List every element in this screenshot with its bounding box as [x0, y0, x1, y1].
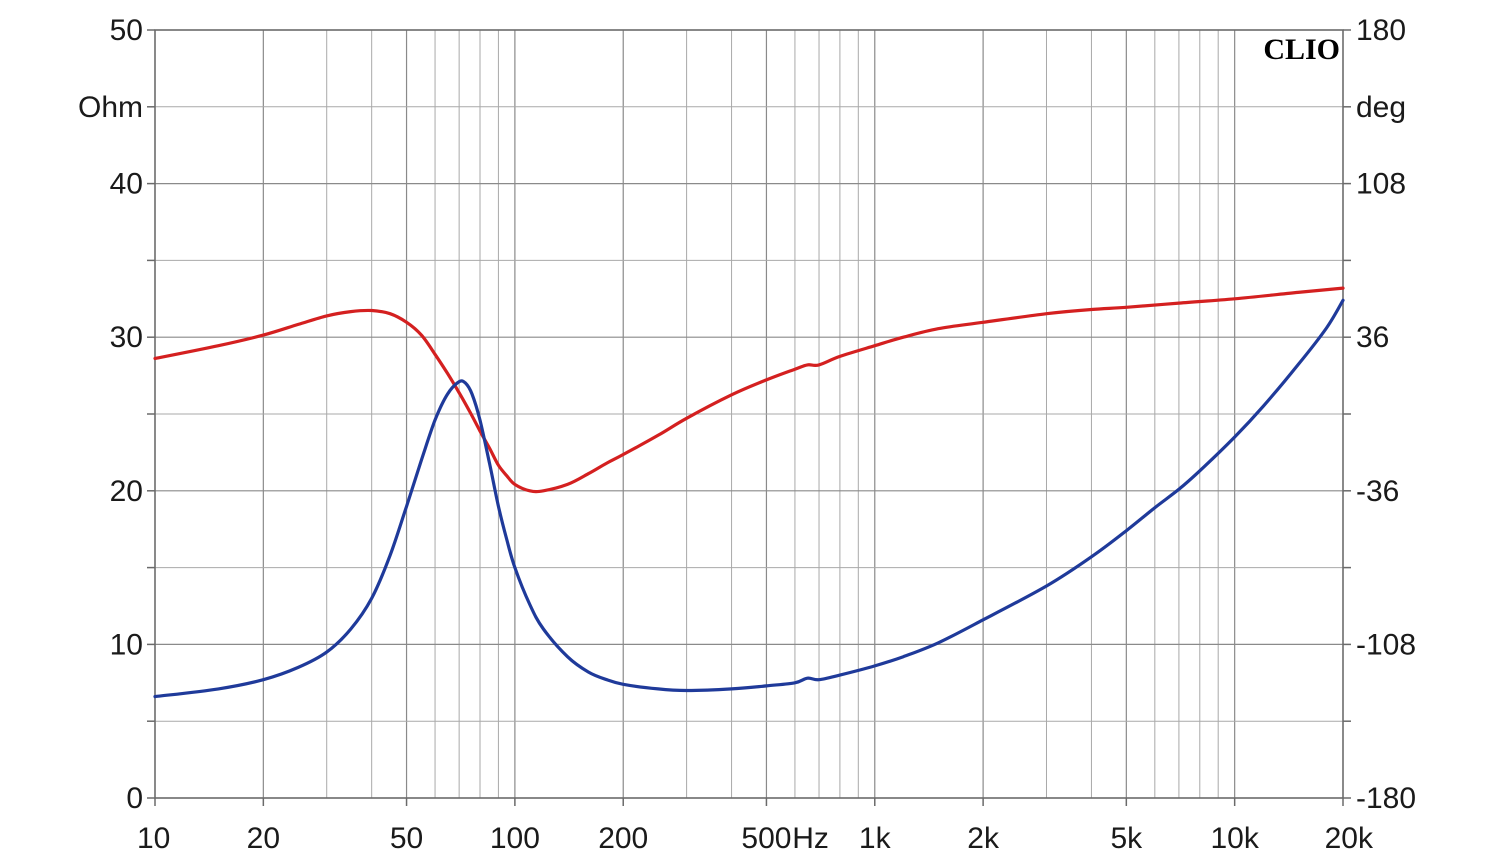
x-tick-label: 10: [137, 822, 170, 855]
right-y-tick-label: -108: [1356, 628, 1416, 661]
left-y-tick-label: 40: [110, 168, 143, 201]
x-tick-label: 2k: [967, 822, 1000, 855]
right-y-tick-label: 180: [1356, 14, 1406, 47]
left-y-tick-label: 30: [110, 321, 143, 354]
x-tick-label: 10k: [1210, 822, 1259, 855]
right-y-tick-label: 108: [1356, 168, 1406, 201]
x-tick-label: 100: [490, 822, 540, 855]
left-y-tick-label: 10: [110, 628, 143, 661]
left-y-tick-label: 50: [110, 14, 143, 47]
left-y-tick-label: 20: [110, 475, 143, 508]
x-axis-unit: Hz: [792, 822, 829, 855]
clio-watermark: CLIO: [1263, 33, 1340, 66]
x-tick-label: 1k: [859, 822, 892, 855]
x-tick-label: 500: [741, 822, 791, 855]
x-tick-label: 20k: [1325, 822, 1374, 855]
curves: [153, 286, 1345, 699]
x-tick-label: 20: [247, 822, 280, 855]
impedance-curve: [153, 298, 1345, 699]
x-tick-label: 5k: [1110, 822, 1143, 855]
grid: [147, 29, 1351, 806]
left-axis-unit: Ohm: [78, 91, 143, 124]
axis-labels: 10 20 50 100 200 500 1k 2k 5k 10k 20k 0 10 20 30 40 50 -1…: [110, 14, 1416, 855]
phase-curve: [153, 286, 1345, 494]
right-y-tick-label: 36: [1356, 321, 1389, 354]
x-tick-label: 200: [598, 822, 648, 855]
x-tick-label: 50: [390, 822, 423, 855]
plot-frame: [154, 29, 1344, 799]
right-axis-unit: deg: [1356, 91, 1406, 124]
right-y-tick-label: -180: [1356, 782, 1416, 815]
right-y-tick-label: -36: [1356, 475, 1399, 508]
left-y-tick-label: 0: [126, 782, 143, 815]
